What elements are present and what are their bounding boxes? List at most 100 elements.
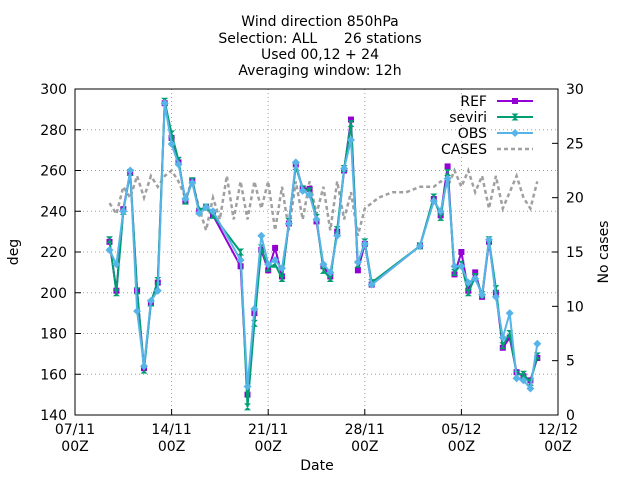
data-point	[153, 286, 162, 295]
data-point	[140, 366, 148, 374]
data-point	[498, 333, 507, 342]
x-tick-label: 05/12	[441, 422, 481, 438]
data-point	[499, 342, 507, 350]
data-point	[105, 245, 114, 254]
data-point	[457, 262, 466, 271]
y-tick-label: 140	[40, 408, 67, 424]
data-point	[250, 305, 259, 314]
data-point	[264, 264, 272, 272]
x-tick-label-time: 00Z	[158, 439, 185, 455]
data-point	[106, 236, 113, 244]
data-point	[354, 267, 361, 274]
data-point	[340, 164, 349, 173]
data-point	[512, 374, 521, 383]
title-line-3: Used 00,12 + 24	[261, 47, 379, 63]
axes: 140 160 180 200 220 240 260 280 300 0 5 10 15 20 25 30 0…	[40, 82, 584, 455]
data-point	[430, 193, 438, 201]
data-point	[464, 278, 473, 287]
data-point	[264, 260, 273, 269]
data-point	[458, 249, 465, 255]
data-point	[347, 135, 355, 144]
y-tick-label: 220	[40, 245, 67, 261]
data-point	[298, 186, 307, 195]
data-point	[195, 209, 204, 218]
data-point	[533, 339, 542, 348]
y-tick-label: 280	[40, 123, 67, 139]
data-point	[485, 235, 493, 244]
data-point	[305, 190, 314, 199]
data-point	[443, 174, 452, 183]
data-point	[278, 274, 286, 282]
y-tick-label: 300	[40, 82, 67, 98]
data-point	[271, 256, 280, 265]
data-point	[278, 264, 286, 273]
title-line-1: Wind direction 850hPa	[241, 14, 398, 30]
legend-marker	[511, 129, 519, 137]
y2-tick-label: 5	[566, 354, 575, 370]
data-point	[319, 260, 328, 269]
data-point	[272, 244, 279, 251]
data-point	[519, 376, 528, 385]
x-tick-label: 07/11	[55, 422, 95, 438]
y-tick-label: 180	[40, 327, 67, 343]
y-tick-label: 160	[40, 367, 67, 383]
data-point	[491, 292, 500, 301]
data-point	[437, 213, 445, 221]
data-point	[236, 256, 245, 265]
data-point	[202, 203, 211, 212]
legend-entry-ref: REF	[460, 94, 533, 110]
x-tick-label-time: 00Z	[448, 439, 475, 455]
data-point	[478, 290, 487, 299]
data-point	[513, 370, 521, 378]
x-tick-label-time: 00Z	[61, 439, 88, 455]
data-point	[154, 277, 162, 285]
data-point	[112, 260, 121, 269]
data-point	[526, 384, 535, 393]
series-obs	[105, 99, 542, 393]
data-point	[291, 158, 300, 167]
data-point	[243, 382, 252, 391]
series-line	[108, 166, 539, 237]
data-point	[520, 370, 527, 378]
data-point	[326, 268, 335, 277]
data-point	[244, 403, 251, 411]
x-tick-label: 12/12	[538, 422, 578, 438]
data-point	[472, 269, 479, 276]
legend-entry-cases: CASES	[441, 142, 533, 158]
data-point	[505, 309, 514, 318]
data-point	[126, 166, 135, 175]
title-line-4: Averaging window: 12h	[238, 63, 401, 79]
y-axis-label: deg	[6, 239, 22, 265]
data-point	[451, 268, 458, 276]
legend-label: REF	[460, 94, 487, 110]
x-tick-label: 14/11	[151, 422, 191, 438]
data-point	[306, 187, 314, 195]
x-tick-label-time: 00Z	[544, 439, 571, 455]
data-point	[319, 266, 327, 274]
data-point	[112, 289, 120, 297]
legend-label: OBS	[458, 126, 487, 142]
y-tick-label: 260	[40, 164, 67, 180]
y2-tick-label: 25	[566, 136, 584, 152]
data-point	[160, 99, 169, 108]
y2-tick-label: 30	[566, 82, 584, 98]
x-tick-label: 21/11	[248, 422, 288, 438]
data-point	[367, 280, 376, 289]
y2-tick-label: 20	[566, 191, 584, 207]
data-point	[119, 207, 128, 216]
x-tick-label-time: 00Z	[351, 439, 378, 455]
data-point	[429, 197, 438, 206]
data-point	[450, 262, 459, 271]
data-point	[140, 362, 148, 371]
x-tick-label-time: 00Z	[254, 439, 281, 455]
y-tick-label: 240	[40, 204, 67, 220]
data-point	[174, 160, 183, 169]
data-point	[284, 219, 293, 228]
y2-tick-label: 10	[566, 299, 584, 315]
data-point	[188, 178, 197, 187]
legend-marker	[512, 98, 518, 104]
data-point	[444, 169, 452, 177]
data-point	[257, 231, 266, 240]
legend-entry-obs: OBS	[458, 126, 533, 142]
